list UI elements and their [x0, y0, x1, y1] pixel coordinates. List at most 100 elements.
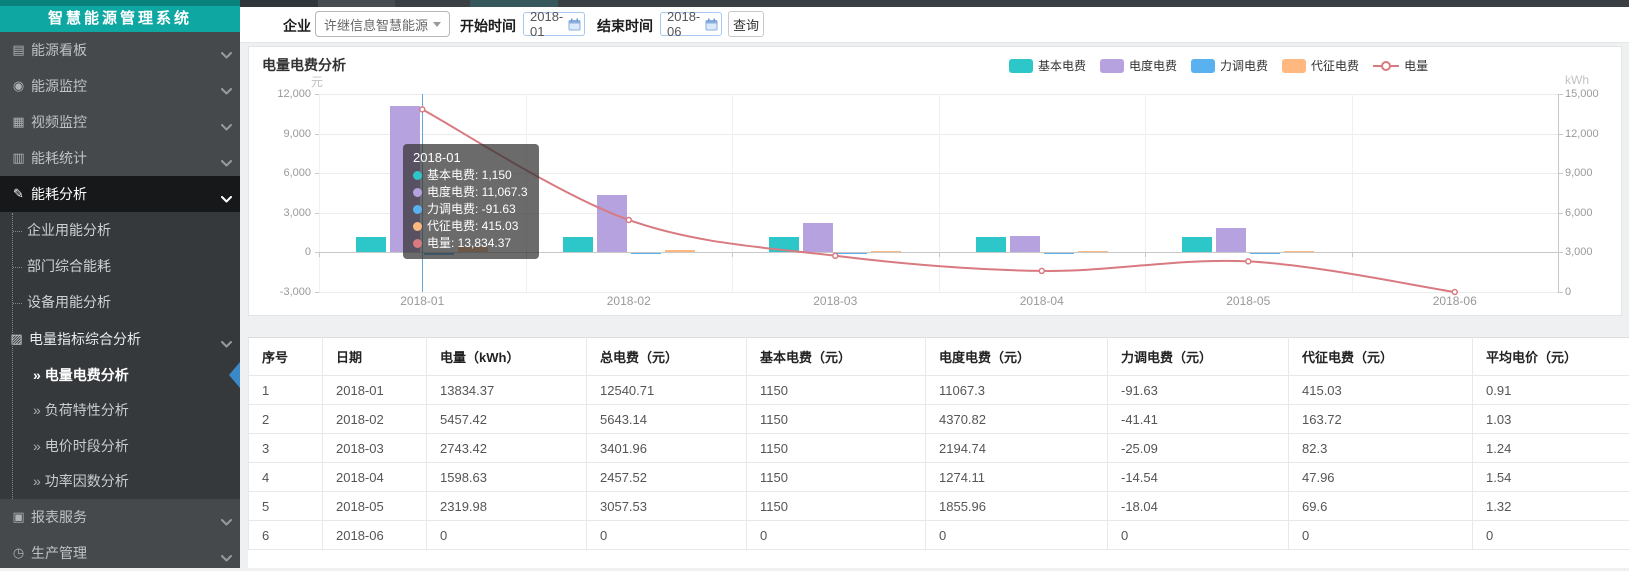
calendar-icon[interactable] [568, 18, 581, 31]
line-point[interactable] [833, 253, 838, 258]
table-cell: -18.04 [1108, 492, 1289, 521]
main-area: 企业 许继信息智慧能源 开始时间 2018-01 结束时间 2018-06 查询… [240, 0, 1629, 568]
table-cell: 3401.96 [587, 434, 747, 463]
line-point[interactable] [626, 217, 631, 222]
axis-tick [315, 292, 319, 293]
x-axis-label: 2018-01 [319, 294, 526, 308]
top-strip [240, 0, 1629, 7]
table-cell: 2018-01 [323, 376, 427, 405]
sidebar-item-电量指标综合分析[interactable]: ▨电量指标综合分析 [0, 320, 240, 357]
table-cell: 3 [249, 434, 323, 463]
y-axis-tick-label: 6,000 [249, 167, 311, 179]
company-select[interactable]: 许继信息智慧能源 [315, 11, 450, 37]
y-axis-tick-label: 9,000 [1565, 167, 1593, 179]
x-axis-label: 2018-06 [1352, 294, 1559, 308]
y-axis-tick-label: 0 [1565, 286, 1571, 298]
table-cell: 0 [427, 521, 587, 550]
company-select-value: 许继信息智慧能源 [324, 15, 433, 34]
table-cell: 47.96 [1289, 463, 1473, 492]
table-cell: 69.6 [1289, 492, 1473, 521]
sidebar-item-报表服务[interactable]: ▣报表服务 [0, 499, 240, 535]
column-header: 平均电价（元） [1473, 338, 1629, 376]
table-cell: 0 [1289, 521, 1473, 550]
table-cell: 1150 [747, 376, 926, 405]
table-cell: 2018-03 [323, 434, 427, 463]
data-table: 序号日期电量（kWh）总电费（元）基本电费（元）电度电费（元）力调电费（元）代征… [248, 337, 1629, 550]
calendar-icon[interactable] [705, 18, 718, 31]
column-header: 总电费（元） [587, 338, 747, 376]
table-cell: 2457.52 [587, 463, 747, 492]
x-axis-label: 2018-04 [939, 294, 1146, 308]
tooltip-row: 力调电费: -91.63 [413, 201, 528, 218]
chart-grid-icon: ▨ [8, 331, 25, 347]
y-axis-tick-label: 15,000 [1565, 88, 1599, 100]
line-point[interactable] [1452, 290, 1457, 295]
table-cell: 1150 [747, 434, 926, 463]
sidebar-item-label: 部门综合能耗 [27, 256, 111, 276]
sidebar-item-label: 电量电费分析 [45, 365, 129, 385]
chevron-down-icon [221, 549, 232, 565]
sidebar-menu: ▤能源看板◉能源监控▦视频监控▥能耗统计✎能耗分析企业用能分析部门综合能耗设备用… [0, 32, 240, 571]
line-point[interactable] [420, 107, 425, 112]
query-button[interactable]: 查询 [728, 11, 764, 37]
sidebar-item-生产管理[interactable]: ◷生产管理 [0, 535, 240, 571]
sidebar-item-设备用能分析[interactable]: 设备用能分析 [0, 284, 240, 320]
sidebar-item-能源看板[interactable]: ▤能源看板 [0, 32, 240, 68]
sidebar-item-label: 负荷特性分析 [45, 400, 129, 420]
table-cell: 5457.42 [427, 405, 587, 434]
left-axis-name: 元 [295, 73, 323, 90]
sidebar-item-负荷特性分析[interactable]: »负荷特性分析 [0, 393, 240, 429]
table-cell: 2743.42 [427, 434, 587, 463]
table-cell: 4370.82 [926, 405, 1108, 434]
tree-guide-stub [13, 231, 22, 232]
table-cell: 3057.53 [587, 492, 747, 521]
line-point[interactable] [1246, 259, 1251, 264]
bar-stats-icon: ▥ [10, 150, 27, 166]
sidebar-item-电量电费分析[interactable]: »电量电费分析 [0, 357, 240, 393]
table-cell: 2018-05 [323, 492, 427, 521]
y-axis-tick-label: 12,000 [1565, 128, 1599, 140]
y-axis-tick-label: 0 [249, 246, 311, 258]
sidebar-item-视频监控[interactable]: ▦视频监控 [0, 104, 240, 140]
sidebar-item-功率因数分析[interactable]: »功率因数分析 [0, 464, 240, 500]
chevron-down-icon [221, 190, 232, 206]
sidebar-item-企业用能分析[interactable]: 企业用能分析 [0, 212, 240, 248]
chevron-down-icon [221, 335, 232, 351]
table-cell: -25.09 [1108, 434, 1289, 463]
sidebar-item-能耗统计[interactable]: ▥能耗统计 [0, 140, 240, 176]
table-cell: 2018-04 [323, 463, 427, 492]
table-cell: 1150 [747, 405, 926, 434]
sidebar-item-label: 企业用能分析 [27, 220, 111, 240]
y-axis-tick-label: -3,000 [249, 286, 311, 298]
sidebar-item-能源监控[interactable]: ◉能源监控 [0, 68, 240, 104]
series-dot-icon [413, 188, 422, 197]
table-cell: 1.32 [1473, 492, 1629, 521]
table-cell: 163.72 [1289, 405, 1473, 434]
tooltip-row: 电度电费: 11,067.3 [413, 184, 528, 201]
sidebar-item-电价时段分析[interactable]: »电价时段分析 [0, 428, 240, 464]
start-date-input[interactable]: 2018-01 [523, 12, 585, 36]
table-cell: -14.54 [1108, 463, 1289, 492]
board-icon: ▤ [10, 42, 27, 58]
table-cell: 0.91 [1473, 376, 1629, 405]
column-header: 代征电费（元） [1289, 338, 1473, 376]
sidebar-item-label: 能耗分析 [31, 184, 87, 204]
table-cell: -41.41 [1108, 405, 1289, 434]
end-date-input[interactable]: 2018-06 [660, 12, 722, 36]
line-point[interactable] [1039, 268, 1044, 273]
column-header: 日期 [323, 338, 427, 376]
sidebar-item-部门综合能耗[interactable]: 部门综合能耗 [0, 248, 240, 284]
chevron-down-icon [221, 82, 232, 98]
table-cell: 1.24 [1473, 434, 1629, 463]
sidebar-item-能耗分析[interactable]: ✎能耗分析 [0, 176, 240, 212]
sidebar: 智慧能源管理系统 ▤能源看板◉能源监控▦视频监控▥能耗统计✎能耗分析企业用能分析… [0, 0, 240, 568]
tooltip-text: 代征电费: 415.03 [427, 218, 518, 235]
table-cell: 4 [249, 463, 323, 492]
tooltip-text: 力调电费: -91.63 [427, 201, 516, 218]
table-cell: 1855.96 [926, 492, 1108, 521]
tooltip-row: 电量: 13,834.37 [413, 235, 528, 252]
column-header: 序号 [249, 338, 323, 376]
series-dot-icon [413, 171, 422, 180]
table-cell: 1150 [747, 463, 926, 492]
